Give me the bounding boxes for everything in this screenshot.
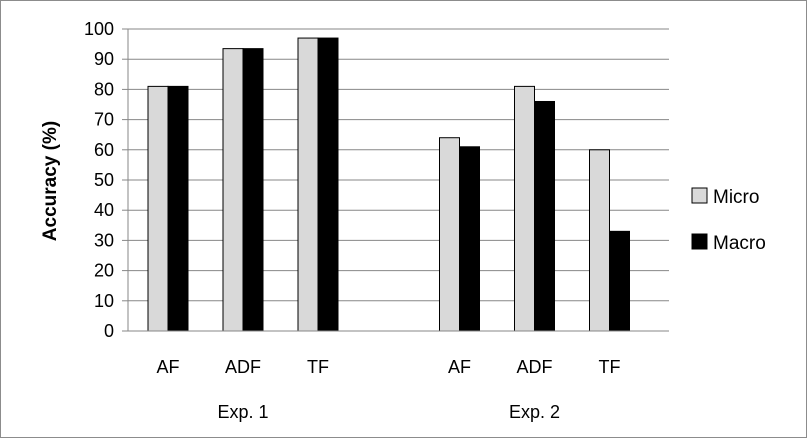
bar-macro-exp1-af: [167, 85, 189, 332]
x-category-label: AF: [156, 357, 179, 377]
y-tick-label-50: 50: [94, 170, 114, 190]
axes: [127, 29, 669, 332]
x-group-label: Exp. 1: [217, 402, 268, 422]
x-category-label: TF: [307, 357, 329, 377]
bar-micro-exp2-af: [439, 137, 460, 332]
bar-micro-exp2-adf: [514, 85, 535, 332]
bar-micro-exp1-tf: [297, 37, 319, 332]
x-axis-group-labels: Exp. 1 Exp. 2: [217, 402, 560, 422]
y-tick-label-80: 80: [94, 79, 114, 99]
y-tick-label-70: 70: [94, 110, 114, 130]
bar-macro-exp2-af: [459, 146, 480, 332]
y-tick-label-10: 10: [94, 291, 114, 311]
y-tick-label-60: 60: [94, 140, 114, 160]
legend: Micro Macro: [691, 187, 766, 254]
gridlines: [128, 28, 669, 302]
y-tick-label-20: 20: [94, 261, 114, 281]
y-axis-ticks: 0 10 20 30 40 50 60 70 80 90 100: [84, 19, 128, 341]
x-category-label: TF: [599, 357, 621, 377]
bar-macro-exp2-tf: [609, 230, 630, 332]
y-tick-label-40: 40: [94, 200, 114, 220]
legend-swatch-macro: [691, 233, 708, 250]
legend-label-macro: Macro: [713, 233, 766, 254]
x-category-label: AF: [448, 357, 471, 377]
y-tick-label-30: 30: [94, 230, 114, 250]
x-category-label: ADF: [225, 357, 261, 377]
x-axis-category-labels: AF ADF TF AF ADF TF: [156, 357, 620, 377]
bar-macro-exp1-tf: [317, 37, 339, 332]
bar-micro-exp1-adf: [222, 48, 244, 332]
legend-swatch-micro: [691, 187, 708, 204]
bar-macro-exp1-adf: [242, 48, 264, 332]
y-axis-title: Accuracy (%): [40, 121, 61, 241]
bar-micro-exp2-tf: [589, 149, 610, 332]
y-tick-label-100: 100: [84, 19, 114, 39]
y-tick-label-0: 0: [104, 321, 114, 341]
bar-macro-exp2-adf: [534, 100, 555, 332]
y-tick-label-90: 90: [94, 49, 114, 69]
legend-label-micro: Micro: [713, 187, 759, 208]
x-category-label: ADF: [517, 357, 553, 377]
x-group-label: Exp. 2: [509, 402, 560, 422]
bars: [147, 37, 630, 332]
bar-micro-exp1-af: [147, 85, 169, 332]
